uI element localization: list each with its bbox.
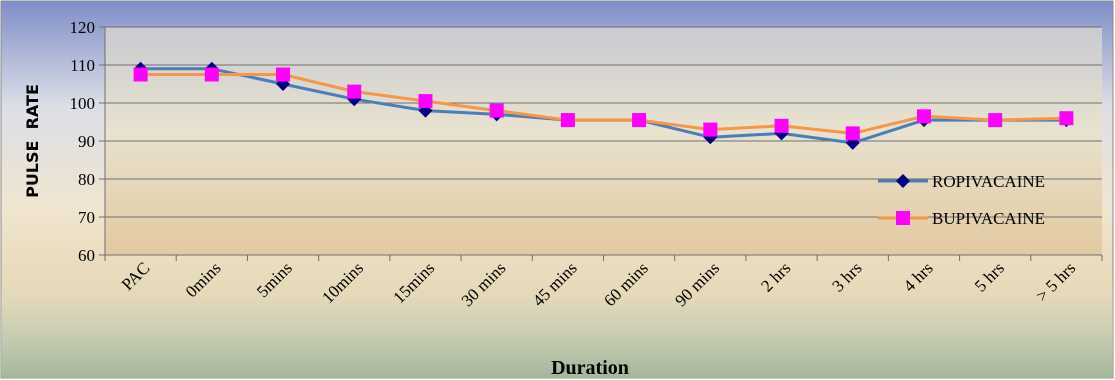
- data-point-ropivacaine: [774, 126, 789, 141]
- data-point-bupivacaine: [988, 113, 1003, 128]
- y-tick-label: 90: [78, 132, 95, 151]
- chart-bottom-shade: [1, 270, 1113, 378]
- data-point-bupivacaine: [916, 109, 931, 124]
- y-axis-title: PULSE RATE: [23, 84, 42, 198]
- data-point-bupivacaine: [560, 113, 575, 128]
- data-point-bupivacaine: [1059, 111, 1074, 126]
- legend-label-ropivacaine: ROPIVACAINE: [932, 172, 1045, 191]
- legend: ROPIVACAINE BUPIVACAINE: [878, 172, 1045, 228]
- y-tick-label: 60: [78, 246, 95, 265]
- data-point-bupivacaine: [845, 126, 860, 141]
- grid-lines: [99, 26, 1103, 261]
- series-line-bupivacaine: [140, 73, 1067, 135]
- y-tick-label: 100: [70, 94, 96, 113]
- legend-label-bupivacaine: BUPIVACAINE: [932, 209, 1045, 228]
- data-point-bupivacaine: [204, 67, 219, 82]
- data-point-bupivacaine: [347, 84, 362, 99]
- y-tick-label: 120: [70, 18, 96, 37]
- data-point-bupivacaine: [703, 122, 718, 137]
- data-point-bupivacaine: [632, 113, 647, 128]
- data-point-bupivacaine: [774, 118, 789, 133]
- legend-marker-ropivacaine: [896, 174, 910, 188]
- legend-marker-bupivacaine: [896, 211, 910, 225]
- data-point-bupivacaine: [489, 103, 504, 118]
- series-layer: [133, 61, 1074, 150]
- y-tick-label: 110: [70, 56, 95, 75]
- y-tick-labels: 60 70 80 90 100 110 120: [70, 18, 96, 265]
- data-point-bupivacaine: [418, 94, 433, 109]
- y-tick-label: 80: [78, 170, 95, 189]
- data-point-bupivacaine: [133, 67, 148, 82]
- y-tick-label: 70: [78, 208, 95, 227]
- data-point-bupivacaine: [276, 67, 291, 82]
- x-axis-title: Duration: [551, 357, 629, 379]
